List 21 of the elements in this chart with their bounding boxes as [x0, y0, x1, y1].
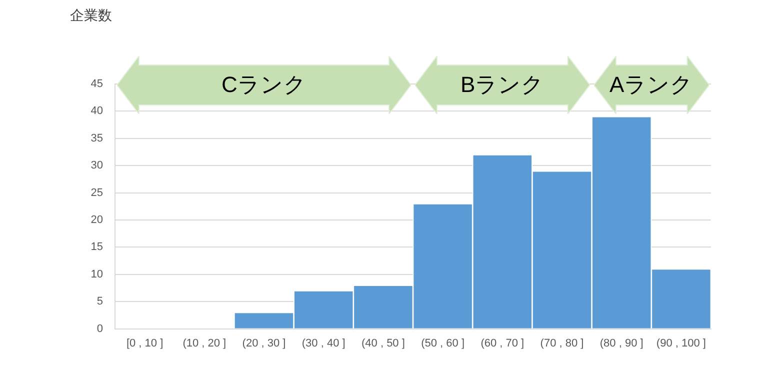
- y-tick-label: 45: [90, 78, 103, 90]
- x-tick-label: (60 , 70 ]: [480, 337, 524, 350]
- y-tick-label: 20: [90, 214, 103, 226]
- y-tick-label: 0: [96, 322, 103, 335]
- x-tick-label: (10 , 20 ]: [182, 337, 226, 350]
- y-axis-title: 企業数: [70, 6, 112, 23]
- y-tick-label: 15: [90, 241, 103, 254]
- y-tick-label: 5: [96, 296, 103, 308]
- x-tick-label: (50 , 60 ]: [421, 337, 465, 350]
- y-tick-label: 35: [90, 132, 103, 144]
- y-tick-label: 10: [90, 268, 103, 280]
- y-tick-label: 30: [90, 160, 103, 172]
- x-tick-label: [0 , 10 ]: [126, 337, 164, 350]
- x-tick-label: (70 , 80 ]: [540, 337, 584, 350]
- x-tick-label: (30 , 40 ]: [302, 337, 346, 350]
- y-tick-label: 25: [90, 186, 103, 199]
- x-tick-label: (80 , 90 ]: [600, 337, 644, 350]
- x-tick-label: (90 , 100 ]: [656, 337, 706, 350]
- x-tick-label: (40 , 50 ]: [361, 337, 405, 350]
- y-tick-label: 40: [90, 105, 103, 118]
- x-tick-label: (20 , 30 ]: [242, 337, 286, 350]
